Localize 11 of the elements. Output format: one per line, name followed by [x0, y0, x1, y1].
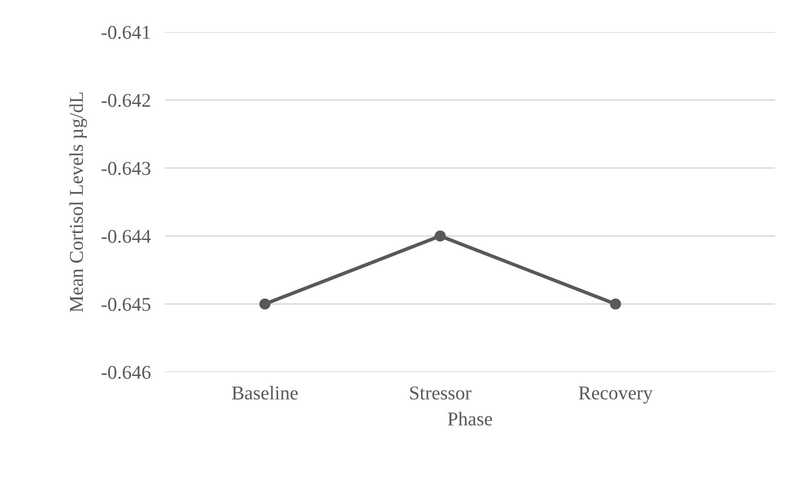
y-tick-label: -0.641	[102, 26, 150, 40]
y-tick-label: -0.642	[102, 94, 150, 108]
y-tick-label: -0.644	[102, 230, 151, 244]
x-tick-label: Baseline	[232, 386, 298, 400]
y-tick-label: -0.643	[102, 162, 150, 176]
y-tick-label: -0.645	[102, 298, 150, 312]
x-axis-title: Phase	[448, 412, 492, 426]
y-tick-label: -0.646	[102, 366, 151, 380]
x-tick-label: Stressor	[410, 386, 472, 400]
x-tick-label: Recovery	[578, 386, 653, 404]
y-axis-title: Mean Cortisol Levels µg/dL	[69, 92, 87, 312]
